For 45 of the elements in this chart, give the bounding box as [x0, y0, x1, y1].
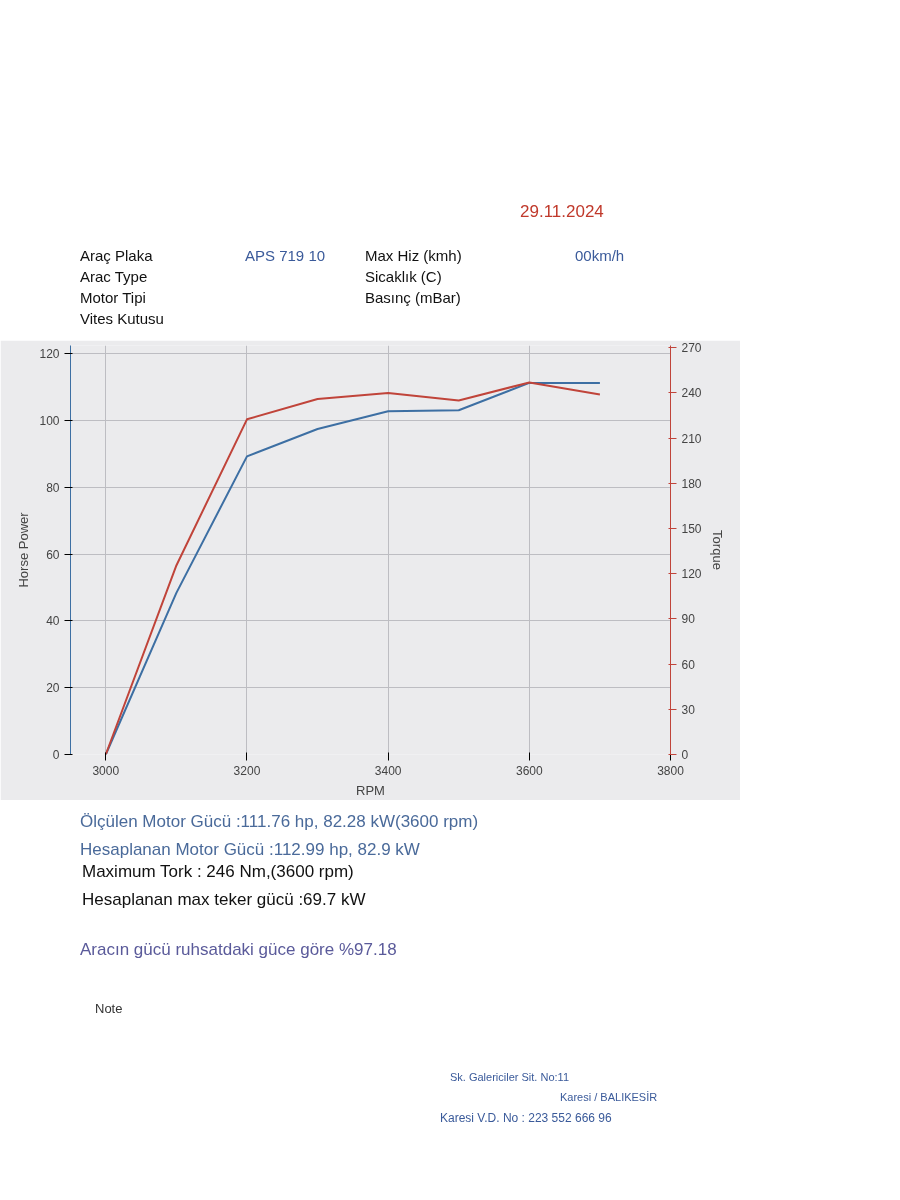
x-tick-label: 3200	[233, 763, 261, 778]
y-tick-label: 0	[52, 748, 60, 762]
text: Vites Kutusu	[80, 309, 164, 329]
y2-tick-label: 240	[681, 386, 702, 401]
text: Arac Type	[80, 267, 148, 287]
line-series	[104, 381, 601, 755]
text: Karesi / BALIKESİR	[560, 1090, 658, 1105]
x-tick-label: 3400	[374, 763, 402, 778]
y2-tick-label: 60	[681, 657, 696, 672]
text: 00km/h	[575, 246, 625, 266]
x-tick-label: 3800	[657, 763, 685, 778]
y2-tick-label: 270	[681, 341, 702, 356]
x-tick-label: 3600	[515, 763, 543, 778]
text: Basınç (mBar)	[365, 288, 461, 308]
y-tick-label: 20	[46, 681, 60, 696]
y2-tick-label: 30	[681, 702, 696, 717]
y2-axis-title: Torque	[709, 530, 725, 570]
text: Hesaplanan Motor Gücü :112.99 hp, 82.9 kW	[80, 839, 420, 861]
text: Aracın gücü ruhsatdaki güce göre %97.18	[80, 939, 397, 961]
text: Hesaplanan max teker gücü :69.7 kW	[82, 889, 366, 911]
text: Araç Plaka	[80, 246, 153, 266]
y2-tick-label: 180	[681, 476, 702, 491]
text: Sicaklık (C)	[365, 267, 442, 287]
y-tick-label: 80	[46, 480, 60, 495]
text: Max Hiz (kmh)	[365, 246, 462, 266]
text: Note	[95, 1000, 123, 1018]
x-tick-label: 3000	[92, 763, 120, 778]
y-axis-title: Horse Power	[16, 511, 32, 588]
y-tick-label: 100	[39, 414, 60, 429]
y2-tick-label: 150	[681, 522, 702, 537]
y2-tick-label: 210	[681, 431, 702, 446]
y2-tick-label: 0	[681, 748, 689, 762]
y2-tick-label: 90	[681, 612, 696, 627]
text: Ölçülen Motor Gücü :111.76 hp, 82.28 kW(3600 rpm)	[80, 811, 479, 833]
text: Sk. Galericiler Sit. No:11	[450, 1070, 570, 1085]
y-tick-label: 60	[46, 547, 60, 562]
text: Karesi V.D. No : 223 552 666 96	[440, 1110, 612, 1127]
text: Motor Tipi	[80, 288, 146, 308]
x-axis-title: RPM	[356, 782, 385, 798]
y-tick-label: 40	[46, 614, 60, 629]
y-tick-label: 120	[39, 347, 60, 362]
text: APS 719 10	[245, 246, 326, 266]
y2-tick-label: 120	[681, 567, 702, 582]
text: 29.11.2024	[520, 201, 604, 223]
text: Maximum Tork : 246 Nm,(3600 rpm)	[82, 861, 354, 883]
